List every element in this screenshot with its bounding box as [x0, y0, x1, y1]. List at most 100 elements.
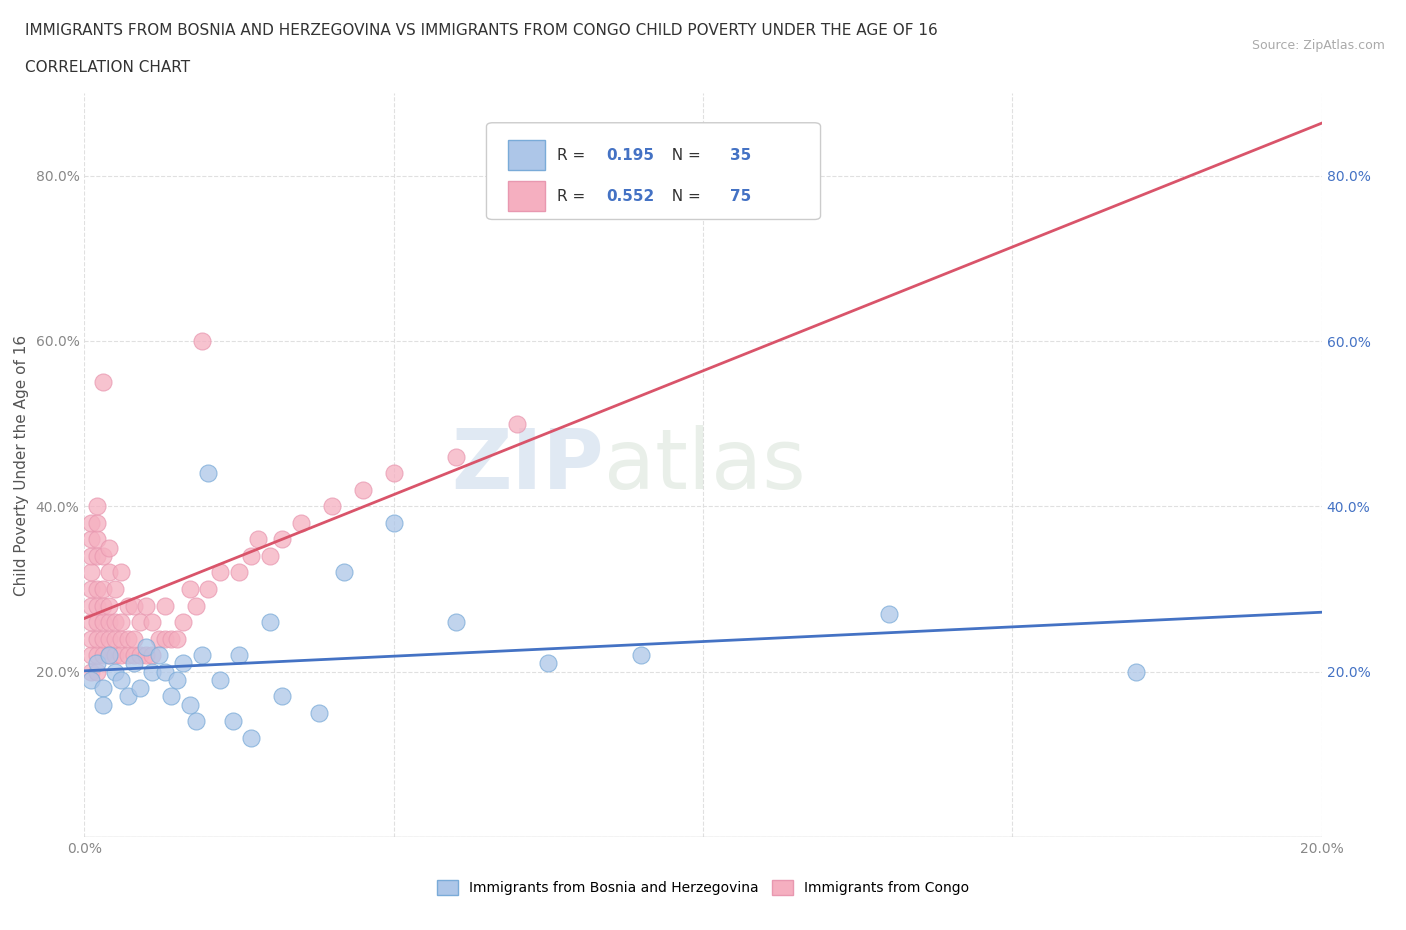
Point [184, 714, 207, 729]
Point [197, 466, 219, 481]
Point [117, 598, 139, 613]
Point [148, 631, 170, 646]
Point [98, 631, 121, 646]
Point [160, 689, 183, 704]
Point [98, 647, 121, 662]
Text: IMMIGRANTS FROM BOSNIA AND HERZEGOVINA VS IMMIGRANTS FROM CONGO CHILD POVERTY UN: IMMIGRANTS FROM BOSNIA AND HERZEGOVINA V… [25, 23, 938, 38]
Point [333, 565, 356, 580]
Point [179, 581, 201, 596]
Point [153, 664, 176, 679]
Point [222, 714, 245, 729]
Point [86, 615, 108, 630]
Point [91, 615, 114, 630]
Point [104, 664, 127, 679]
Point [197, 581, 219, 596]
Point [153, 598, 176, 613]
Text: atlas: atlas [605, 424, 806, 506]
Point [86, 549, 108, 564]
Point [86, 647, 108, 662]
Point [79, 532, 101, 547]
Point [104, 647, 127, 662]
Legend: Immigrants from Bosnia and Herzegovina, Immigrants from Congo: Immigrants from Bosnia and Herzegovina, … [432, 875, 974, 901]
Point [172, 656, 194, 671]
Point [148, 647, 170, 662]
Point [79, 549, 101, 564]
Point [91, 631, 114, 646]
Point [135, 647, 157, 662]
Point [98, 598, 121, 613]
Point [91, 375, 114, 390]
Point [141, 615, 163, 630]
Point [1125, 664, 1147, 679]
Y-axis label: Child Poverty Under the Age of 16: Child Poverty Under the Age of 16 [14, 335, 28, 595]
Text: ZIP: ZIP [451, 424, 605, 506]
Point [104, 581, 127, 596]
Text: 0.552: 0.552 [606, 189, 655, 204]
Point [129, 615, 152, 630]
Point [86, 515, 108, 530]
Point [98, 615, 121, 630]
Point [209, 672, 232, 687]
Point [86, 656, 108, 671]
FancyBboxPatch shape [508, 181, 544, 211]
FancyBboxPatch shape [486, 123, 821, 219]
Point [630, 647, 652, 662]
Point [110, 631, 132, 646]
Text: N =: N = [662, 189, 706, 204]
Point [444, 615, 467, 630]
Text: 0.195: 0.195 [606, 148, 654, 163]
Point [209, 565, 232, 580]
Point [259, 549, 281, 564]
Point [141, 664, 163, 679]
Point [110, 647, 132, 662]
Point [79, 672, 101, 687]
Point [290, 515, 312, 530]
Point [166, 631, 188, 646]
Point [153, 631, 176, 646]
Point [79, 631, 101, 646]
Point [79, 664, 101, 679]
Point [98, 540, 121, 555]
Point [91, 598, 114, 613]
Point [352, 483, 374, 498]
Point [104, 615, 127, 630]
Text: N =: N = [662, 148, 706, 163]
Point [184, 598, 207, 613]
Point [160, 631, 183, 646]
Point [91, 581, 114, 596]
Point [179, 698, 201, 712]
Point [122, 656, 145, 671]
Point [110, 565, 132, 580]
Point [91, 549, 114, 564]
Point [79, 515, 101, 530]
Point [91, 647, 114, 662]
Point [321, 498, 343, 513]
Point [382, 466, 405, 481]
Point [172, 615, 194, 630]
Point [86, 581, 108, 596]
Point [104, 631, 127, 646]
Point [79, 615, 101, 630]
Point [91, 698, 114, 712]
Point [86, 631, 108, 646]
Point [877, 606, 900, 621]
Point [141, 647, 163, 662]
Point [246, 532, 269, 547]
Point [382, 515, 405, 530]
Point [86, 498, 108, 513]
Point [98, 565, 121, 580]
Point [117, 689, 139, 704]
Text: R =: R = [557, 148, 591, 163]
Text: R =: R = [557, 189, 591, 204]
Point [240, 730, 263, 745]
Point [191, 334, 214, 349]
Point [122, 598, 145, 613]
Point [86, 664, 108, 679]
Point [228, 647, 250, 662]
Point [91, 681, 114, 696]
Point [79, 565, 101, 580]
Text: 75: 75 [730, 189, 751, 204]
Point [129, 681, 152, 696]
Point [117, 647, 139, 662]
Point [86, 532, 108, 547]
